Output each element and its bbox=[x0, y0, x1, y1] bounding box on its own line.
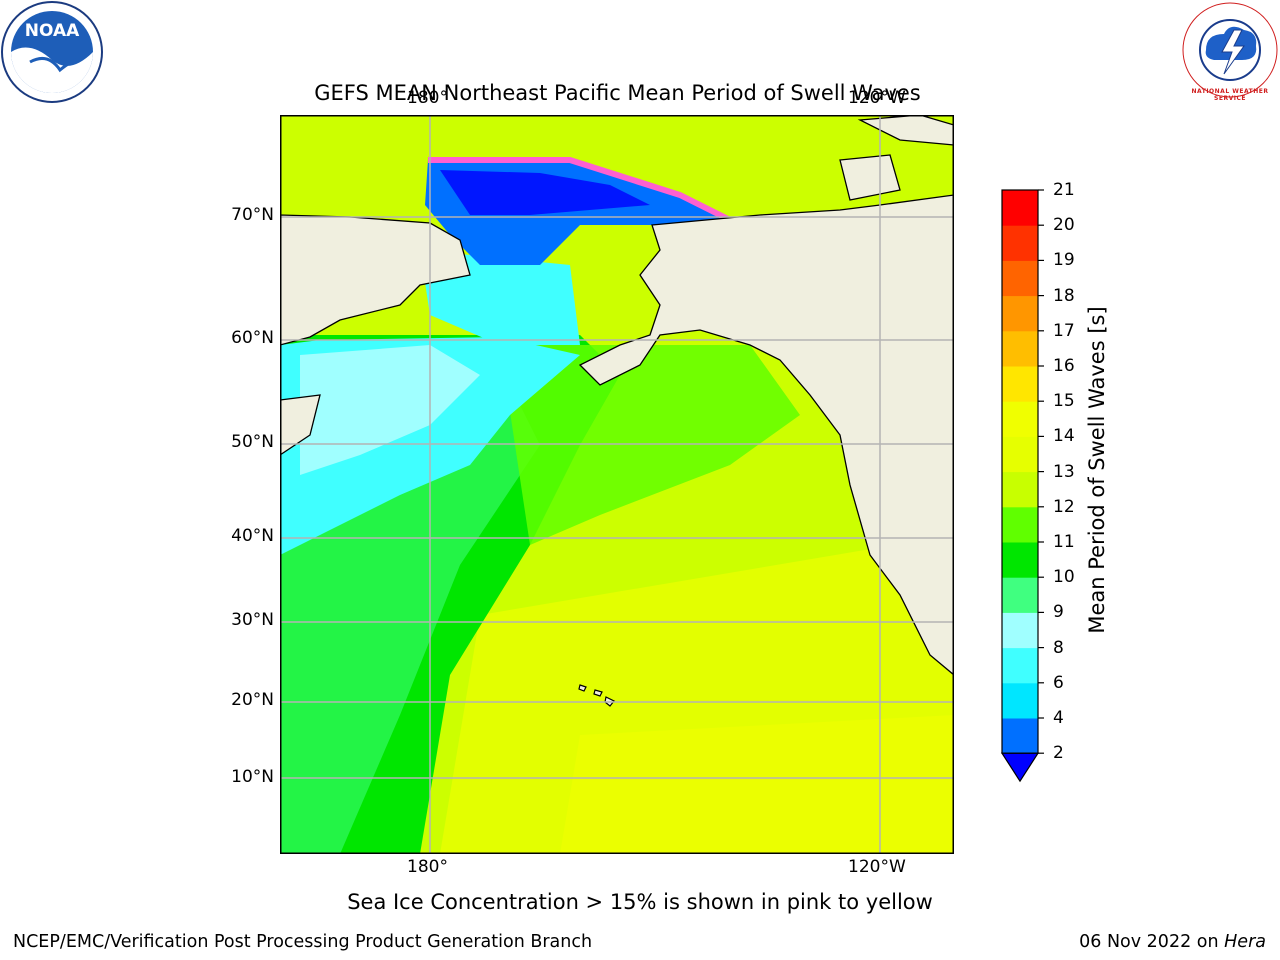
colorbar-segment bbox=[1002, 506, 1038, 543]
lat-label-50n: 50°N bbox=[231, 432, 274, 452]
colorbar-segment bbox=[1002, 225, 1038, 261]
colorbar-tick-label: 17 bbox=[1053, 320, 1075, 341]
colorbar-segment bbox=[1002, 647, 1038, 684]
noaa-logo: NOAA bbox=[0, 0, 104, 104]
colorbar-tick-label: 9 bbox=[1053, 602, 1064, 623]
colorbar-segment bbox=[1002, 471, 1038, 508]
colorbar-tick-label: 2 bbox=[1053, 743, 1064, 764]
lon-label-top-120w: 120°W bbox=[848, 88, 906, 108]
map-frame bbox=[280, 115, 954, 854]
colorbar-tick-label: 8 bbox=[1053, 637, 1064, 658]
colorbar-tick-label: 4 bbox=[1053, 708, 1064, 728]
footer-date-text: 06 Nov 2022 on bbox=[1079, 932, 1225, 952]
colorbar bbox=[1000, 185, 1044, 785]
colorbar-tick-label: 15 bbox=[1053, 391, 1075, 412]
lat-label-70n: 70°N bbox=[231, 205, 274, 225]
colorbar-label: Mean Period of Swell Waves [s] bbox=[1085, 306, 1109, 634]
sea-ice-caption: Sea Ice Concentration > 15% is shown in … bbox=[347, 890, 933, 914]
map-svg bbox=[280, 115, 954, 854]
colorbar-under-triangle bbox=[1000, 752, 1040, 783]
colorbar-tick-label: 20 bbox=[1053, 215, 1075, 236]
colorbar-segment bbox=[1002, 366, 1038, 402]
colorbar-segment bbox=[1002, 330, 1038, 367]
title-line-1: GEFS MEAN Northeast Pacific Mean Period … bbox=[314, 81, 921, 105]
footer-date: 06 Nov 2022 on Hera bbox=[1079, 932, 1266, 952]
colorbar-tick-label: 14 bbox=[1053, 426, 1075, 447]
footer-host: Hera bbox=[1224, 932, 1266, 952]
colorbar-tick-label: 16 bbox=[1053, 356, 1075, 376]
map-panel bbox=[280, 115, 954, 854]
colorbar-segment bbox=[1002, 190, 1038, 226]
lon-label-bottom-120w: 120°W bbox=[848, 857, 906, 877]
colorbar-segment bbox=[1002, 260, 1038, 297]
lat-label-20n: 20°N bbox=[231, 690, 274, 710]
nws-logo-text: NATIONAL WEATHER SERVICE bbox=[1191, 88, 1269, 102]
colorbar-tick-label: 6 bbox=[1053, 672, 1064, 693]
colorbar-tick-label: 12 bbox=[1053, 496, 1075, 517]
colorbar-segment bbox=[1002, 718, 1038, 754]
colorbar-tick-label: 21 bbox=[1053, 180, 1075, 200]
colorbar-segment bbox=[1002, 682, 1038, 719]
nws-logo: NATIONAL WEATHER SERVICE bbox=[1180, 0, 1280, 102]
lon-label-top-180: 180° bbox=[407, 88, 448, 108]
lat-label-30n: 30°N bbox=[231, 610, 274, 630]
colorbar-segment bbox=[1002, 436, 1038, 473]
colorbar-tick-label: 10 bbox=[1053, 567, 1075, 588]
lat-label-60n: 60°N bbox=[231, 328, 274, 348]
colorbar-tick-label: 18 bbox=[1053, 285, 1075, 306]
colorbar-tick-label: 13 bbox=[1053, 461, 1075, 482]
colorbar-segment bbox=[1002, 577, 1038, 613]
colorbar-segment bbox=[1002, 542, 1038, 578]
colorbar-tick-label: 11 bbox=[1053, 532, 1075, 552]
lat-label-10n: 10°N bbox=[231, 767, 274, 787]
colorbar-tick-label: 19 bbox=[1053, 250, 1075, 271]
colorbar-svg bbox=[1000, 189, 1044, 783]
footer-organization: NCEP/EMC/Verification Post Processing Pr… bbox=[13, 932, 593, 952]
lat-label-40n: 40°N bbox=[231, 526, 274, 546]
colorbar-segment bbox=[1002, 401, 1038, 437]
colorbar-segment bbox=[1002, 612, 1038, 649]
colorbar-segment bbox=[1002, 295, 1038, 332]
noaa-logo-text: NOAA bbox=[24, 21, 80, 41]
lon-label-bottom-180: 180° bbox=[407, 857, 448, 877]
